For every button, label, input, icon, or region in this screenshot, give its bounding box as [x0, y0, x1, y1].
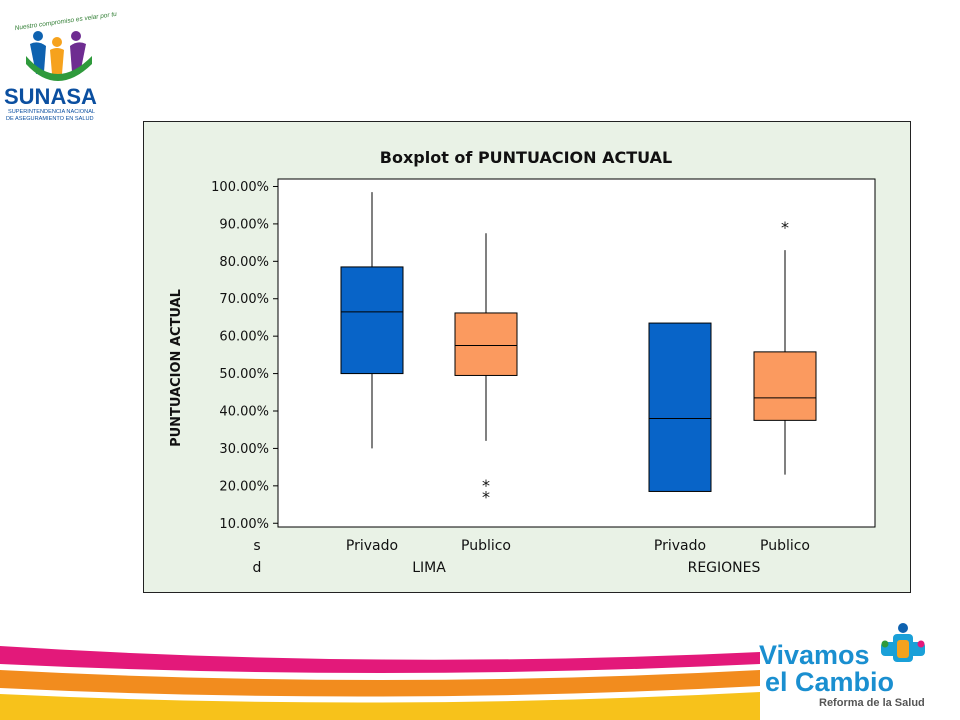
box — [753, 351, 817, 421]
sunasa-name: SUNASA — [4, 84, 97, 109]
family-icon — [26, 31, 92, 81]
y-axis: 100.00% 90.00% 80.00% 70.00% 60.00% 50.00% 40.… — [211, 180, 278, 532]
sunasa-logo: Nuestro compromiso es velar por tu Salud… — [4, 8, 118, 122]
footer-stripes — [0, 646, 760, 720]
x-tick-label: Privado — [654, 538, 706, 554]
x-tick-label: Publico — [760, 538, 810, 554]
x-tick-label: Privado — [346, 538, 398, 554]
chart-title: Boxplot of PUNTUACION ACTUAL — [380, 148, 672, 167]
stripe-orange — [0, 670, 760, 697]
y-tick-label: 20.00% — [219, 479, 269, 494]
y-tick-label: 40.00% — [219, 405, 269, 420]
y-tick-label: 100.00% — [211, 180, 269, 195]
y-tick-label: 50.00% — [219, 367, 269, 382]
y-tick-label: 10.00% — [219, 517, 269, 532]
boxes: *** — [340, 192, 817, 506]
x-axis: sd Privado Publico Privado Publico LIMA REGION… — [253, 538, 810, 576]
sunasa-subtitle-2: DE ASEGURAMIENTO EN SALUD — [6, 116, 94, 122]
cross-people-icon — [881, 623, 925, 662]
boxplot-chart: Boxplot of PUNTUACION ACTUAL 100.00% 90.0… — [169, 148, 876, 576]
y-tick-label: 90.00% — [219, 217, 269, 232]
vivamos-line3: Reforma de la Salud — [819, 697, 925, 709]
y-tick-label: 60.00% — [219, 330, 269, 345]
y-axis-label: PUNTUACION ACTUAL — [169, 289, 184, 447]
box — [454, 312, 518, 376]
chart-panel: Boxplot of PUNTUACION ACTUAL 100.00% 90.0… — [143, 121, 911, 593]
row-label-d: d — [253, 560, 262, 576]
outlier-marker: * — [482, 476, 490, 495]
row-label-s: s — [253, 538, 260, 554]
box — [340, 266, 404, 375]
outlier-marker: * — [482, 487, 490, 506]
group-label-lima: LIMA — [412, 560, 446, 576]
vivamos-line1: Vivamos — [759, 640, 870, 670]
y-tick-label: 30.00% — [219, 442, 269, 457]
y-tick-label: 80.00% — [219, 255, 269, 270]
x-tick-label: Publico — [461, 538, 511, 554]
sunasa-tagline: Nuestro compromiso es velar por tu Salud — [14, 8, 118, 32]
sunasa-subtitle-1: SUPERINTENDENCIA NACIONAL — [8, 109, 95, 115]
group-label-regiones: REGIONES — [688, 560, 761, 576]
outlier-marker: * — [781, 218, 789, 237]
box — [648, 322, 712, 492]
stripe-yellow — [0, 692, 760, 720]
vivamos-line2: el Cambio — [765, 667, 894, 697]
stripe-magenta — [0, 646, 760, 673]
vivamos-logo: Vivamos el Cambio Reforma de la Salud — [759, 623, 925, 709]
y-tick-label: 70.00% — [219, 292, 269, 307]
